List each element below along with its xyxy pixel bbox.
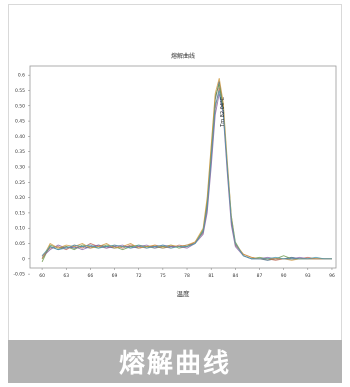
caption-bar: 熔解曲线 bbox=[8, 340, 342, 383]
peak-annotation: Tm 82.04°C bbox=[220, 96, 226, 127]
chart-title: 熔解曲线 bbox=[171, 52, 195, 60]
melt-curve-svg: 熔解曲线 温度 -0.05 0 0.05 0.10 0.15 0.20 0.25 0.30 0.… bbox=[13, 52, 337, 298]
y-tick-label: 0.35 bbox=[15, 149, 25, 155]
x-axis-label: 温度 bbox=[177, 289, 191, 298]
y-tick-label: 0.15 bbox=[15, 210, 25, 216]
y-tick-label: 0.20 bbox=[15, 195, 25, 201]
x-tick-label: 96 bbox=[329, 273, 335, 279]
x-tick-label: 75 bbox=[160, 273, 166, 279]
x-tick-label: 81 bbox=[208, 273, 214, 279]
y-tick-label: 0.25 bbox=[15, 180, 25, 186]
y-tick-label: 0.40 bbox=[15, 134, 25, 140]
x-tick-label: 72 bbox=[136, 273, 142, 279]
x-tick-label: 63 bbox=[63, 273, 69, 279]
series-group bbox=[41, 78, 332, 263]
y-tick-label: -0.05 bbox=[13, 272, 25, 278]
x-tick-label: 66 bbox=[88, 273, 94, 279]
y-tick-label: 0.05 bbox=[15, 241, 25, 247]
y-tick-label: 0.6 bbox=[18, 73, 25, 79]
y-tick-label: 0.45 bbox=[15, 119, 25, 125]
series-line bbox=[41, 90, 332, 260]
x-tick-label: 87 bbox=[257, 273, 263, 279]
plot-area bbox=[29, 65, 337, 269]
melt-curve-chart: 熔解曲线 温度 -0.05 0 0.05 0.10 0.15 0.20 0.25 0.30 0.… bbox=[13, 52, 337, 298]
x-axis: 60 63 66 69 72 75 78 81 84 87 90 93 96 bbox=[39, 268, 335, 279]
y-axis: -0.05 0 0.05 0.10 0.15 0.20 0.25 0.30 0.35 0.40 0.… bbox=[13, 73, 30, 278]
x-tick-label: 84 bbox=[232, 273, 238, 279]
x-tick-label: 93 bbox=[305, 273, 311, 279]
y-tick-label: 0.30 bbox=[15, 165, 25, 171]
y-tick-label: 0.50 bbox=[15, 103, 25, 109]
x-tick-label: 69 bbox=[112, 273, 118, 279]
caption-text: 熔解曲线 bbox=[118, 349, 231, 379]
y-tick-label: 0.55 bbox=[15, 88, 25, 94]
y-tick-label: 0.10 bbox=[15, 226, 25, 232]
y-tick-label: 0 bbox=[22, 256, 25, 262]
x-tick-label: 78 bbox=[184, 273, 190, 279]
x-tick-label: 90 bbox=[281, 273, 287, 279]
x-tick-label: 60 bbox=[39, 273, 45, 279]
